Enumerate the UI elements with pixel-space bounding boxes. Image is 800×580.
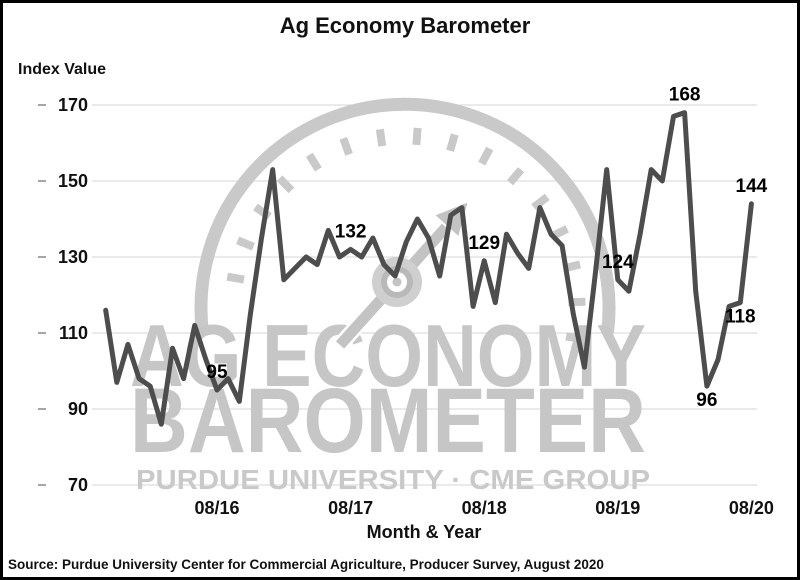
dial-tick	[478, 146, 494, 166]
data-label-118: 118	[725, 307, 756, 328]
y-tick-label-110: 110	[59, 323, 88, 343]
bullseye-center-dot	[392, 277, 402, 287]
x-axis-tick-labels: 08/16 08/17 08/18 08/19 08/20	[194, 498, 773, 518]
y-tick-label-130: 130	[58, 247, 88, 267]
x-tick-label-08-16: 08/16	[194, 498, 239, 518]
data-label-168: 168	[669, 85, 701, 106]
dial-tick	[446, 133, 459, 152]
watermark-text-barometer: BAROMETER	[130, 370, 646, 472]
y-tick-label-150: 150	[58, 171, 88, 191]
data-label-95: 95	[206, 362, 228, 383]
data-label-96: 96	[696, 390, 717, 411]
dial-tick	[531, 193, 550, 211]
data-label-124: 124	[602, 252, 634, 273]
y-tick-label-170: 170	[58, 95, 88, 115]
data-label-129: 129	[468, 233, 500, 254]
gauge-arc	[194, 97, 616, 334]
y-axis-title: Index Value	[18, 61, 106, 78]
y-axis-tick-marks	[38, 104, 46, 486]
x-tick-label-08-19: 08/19	[595, 498, 640, 518]
chart-title: Ag Economy Barometer	[280, 13, 531, 38]
dial-tick	[276, 175, 295, 194]
watermark-text-purdue-cme: PURDUE UNIVERSITY · CME GROUP	[136, 464, 650, 495]
dial-tick	[375, 128, 387, 147]
gauge-bullseye-icon	[372, 257, 422, 307]
dial-tick	[236, 236, 255, 251]
x-tick-label-08-17: 08/17	[328, 498, 373, 518]
dial-tick	[339, 137, 353, 156]
dial-tick	[305, 152, 322, 172]
data-label-144: 144	[736, 176, 768, 197]
data-point-labels: 95 132 129 124 168 96 118 144	[206, 85, 767, 412]
y-tick-label-90: 90	[68, 399, 88, 419]
y-tick-label-70: 70	[68, 475, 88, 495]
data-label-132: 132	[335, 221, 367, 242]
dial-tick	[226, 272, 245, 284]
gauge-dial-ticks	[226, 127, 586, 344]
dial-tick	[412, 127, 422, 146]
source-note: Source: Purdue University Center for Com…	[8, 557, 604, 572]
x-tick-label-08-20: 08/20	[729, 498, 774, 518]
x-tick-label-08-18: 08/18	[462, 498, 507, 518]
barometer-line-series	[103, 110, 754, 427]
x-axis-title: Month & Year	[367, 522, 482, 542]
y-axis-tick-labels: 170 150 130 110 90 70	[58, 95, 88, 495]
dial-tick	[507, 167, 525, 186]
